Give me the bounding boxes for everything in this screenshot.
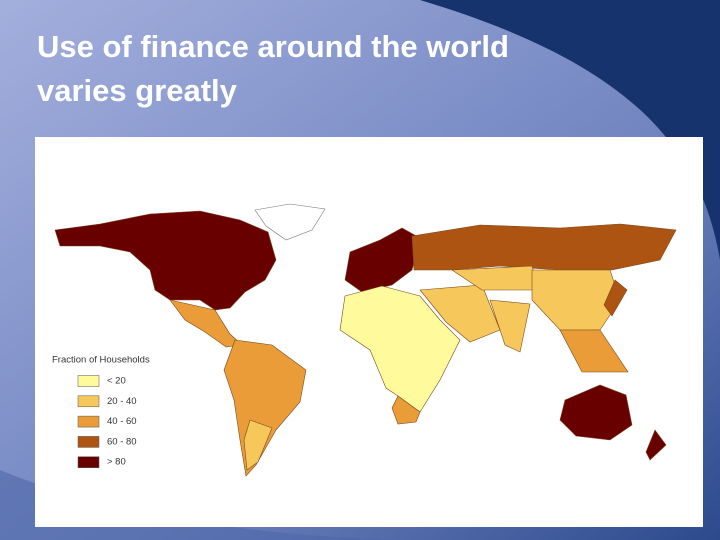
greenland <box>254 203 326 241</box>
middle-east <box>419 284 501 343</box>
russia <box>411 223 677 271</box>
swoosh <box>420 0 720 260</box>
legend-title: Fraction of Households <box>52 355 150 366</box>
legend-label: 60 - 80 <box>107 436 137 447</box>
world-map <box>54 203 677 477</box>
southern-africa <box>391 395 421 425</box>
legend-label: 20 - 40 <box>107 396 137 407</box>
north-america <box>54 210 277 311</box>
legend-swatch <box>77 395 100 408</box>
legend-swatch <box>77 456 100 468</box>
legend-label: < 20 <box>107 376 126 387</box>
australia <box>559 384 633 441</box>
legend-label: 40 - 60 <box>107 416 137 427</box>
legend-label: > 80 <box>107 457 126 468</box>
legend-swatch <box>77 375 100 387</box>
india <box>489 299 531 353</box>
legend-swatch <box>77 415 100 428</box>
southeast-asia <box>559 329 629 373</box>
new-zealand <box>645 429 667 461</box>
south-cone <box>243 419 273 471</box>
title-line: Use of finance around the world <box>37 29 509 64</box>
japan <box>603 279 628 317</box>
legend: Fraction of Households < 20 20 - 40 40 - 6… <box>52 355 150 468</box>
legend-swatch <box>77 436 100 448</box>
africa <box>339 285 461 413</box>
title-line: varies greatly <box>37 73 238 108</box>
europe <box>344 227 421 293</box>
